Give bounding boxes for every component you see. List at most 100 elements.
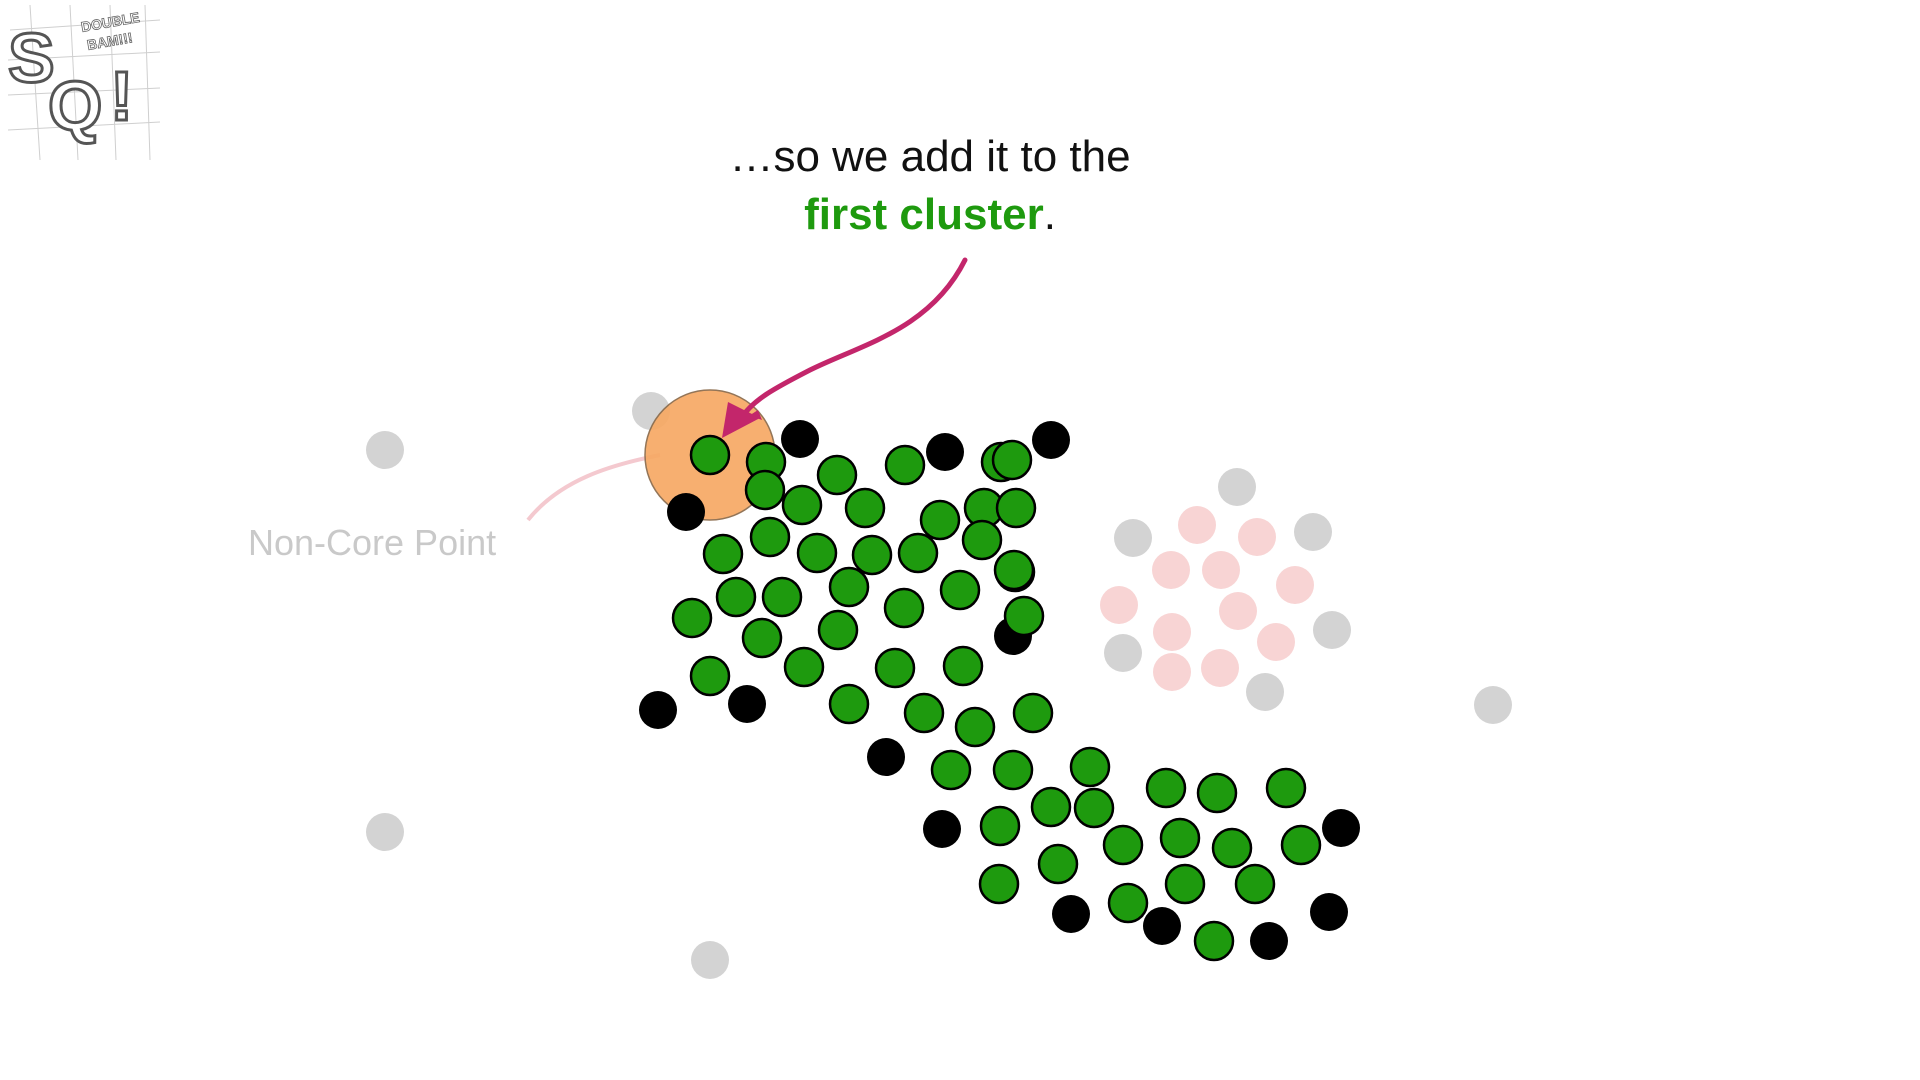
- logo-grid: [7, 4, 161, 161]
- cluster-point: [903, 692, 945, 734]
- black-point: [1250, 922, 1288, 960]
- faded-pink-point: [1153, 653, 1191, 691]
- cluster-point: [884, 444, 926, 486]
- cluster-point: [828, 566, 870, 608]
- cluster-point: [978, 863, 1020, 905]
- cluster-point: [942, 645, 984, 687]
- black-point: [728, 685, 766, 723]
- faded-gray-point: [1246, 673, 1284, 711]
- cluster-point: [961, 519, 1003, 561]
- non-core-point-label: Non-Core Point: [248, 522, 497, 563]
- black-point: [781, 420, 819, 458]
- logo-exclamation: !: [110, 57, 133, 135]
- caption-line-1: …so we add it to the: [560, 132, 1300, 182]
- pointer-arrow: [722, 257, 968, 438]
- logo-double-bam: DOUBLE: [80, 9, 141, 35]
- cluster-point: [993, 549, 1035, 591]
- cluster-point: [689, 434, 731, 476]
- cluster-point: [1280, 824, 1322, 866]
- cluster-point: [1196, 772, 1238, 814]
- cluster-point: [1073, 787, 1115, 829]
- cluster-point: [1145, 767, 1187, 809]
- faded-pink-point: [1257, 623, 1295, 661]
- logo-letter-s: S: [8, 19, 55, 97]
- black-point: [639, 691, 677, 729]
- cluster-point: [1265, 767, 1307, 809]
- black-point: [667, 493, 705, 531]
- black-point: [1143, 907, 1181, 945]
- faded-pink-point: [1152, 551, 1190, 589]
- faded-pink-point: [1178, 506, 1216, 544]
- cluster-point: [781, 484, 823, 526]
- cluster-point: [828, 683, 870, 725]
- faded-gray-point: [1313, 611, 1351, 649]
- cluster-point: [741, 617, 783, 659]
- cluster-point: [816, 454, 858, 496]
- black-point: [923, 810, 961, 848]
- faded-gray-point: [1474, 686, 1512, 724]
- faded-pink-point: [1100, 586, 1138, 624]
- faded-gray-point: [1294, 513, 1332, 551]
- non-core-pointer-line: [526, 453, 661, 522]
- black-point: [867, 738, 905, 776]
- cluster-point: [761, 576, 803, 618]
- black-point: [1032, 421, 1070, 459]
- faded-pink-point: [1276, 566, 1314, 604]
- caption-line-2: first cluster.: [560, 190, 1300, 240]
- faded-pink-point: [1202, 551, 1240, 589]
- arrow-shaft: [737, 257, 968, 423]
- faded-gray-point: [366, 813, 404, 851]
- cluster-point: [1037, 843, 1079, 885]
- cluster-point: [1003, 595, 1045, 637]
- cluster-point: [1107, 882, 1149, 924]
- faded-points-layer: [366, 392, 1512, 979]
- cluster-point: [919, 499, 961, 541]
- cluster-points-layer: [639, 420, 1360, 962]
- cluster-point: [954, 706, 996, 748]
- cluster-point: [883, 587, 925, 629]
- faded-pink-point: [1153, 613, 1191, 651]
- cluster-point: [1234, 863, 1276, 905]
- statquest-logo: S Q ! DOUBLE BAM!!!: [7, 4, 161, 161]
- cluster-point: [783, 646, 825, 688]
- cluster-point: [744, 469, 786, 511]
- cluster-point: [995, 487, 1037, 529]
- cluster-point: [796, 532, 838, 574]
- faded-pink-point: [1219, 592, 1257, 630]
- cluster-point: [817, 609, 859, 651]
- cluster-point: [671, 597, 713, 639]
- caption-text: …so we add it to the: [729, 132, 1131, 181]
- faded-gray-point: [366, 431, 404, 469]
- faded-pink-point: [1238, 518, 1276, 556]
- cluster-point: [939, 569, 981, 611]
- cluster-point: [930, 749, 972, 791]
- cluster-point: [874, 647, 916, 689]
- logo-letter-q: Q: [48, 67, 102, 145]
- black-point: [926, 433, 964, 471]
- cluster-point: [1069, 746, 1111, 788]
- cluster-point: [689, 655, 731, 697]
- cluster-point: [1102, 824, 1144, 866]
- arrow-tip: [722, 402, 760, 438]
- cluster-point: [1211, 827, 1253, 869]
- cluster-point: [1030, 786, 1072, 828]
- faded-gray-point: [691, 941, 729, 979]
- cluster-point: [979, 805, 1021, 847]
- cluster-point: [844, 487, 886, 529]
- cluster-point: [897, 532, 939, 574]
- black-point: [1322, 809, 1360, 847]
- cluster-point: [1193, 920, 1235, 962]
- cluster-point: [702, 533, 744, 575]
- cluster-point: [992, 749, 1034, 791]
- cluster-point: [851, 534, 893, 576]
- cluster-point: [1012, 692, 1054, 734]
- caption-period: .: [1043, 190, 1056, 239]
- cluster-point: [1164, 863, 1206, 905]
- faded-gray-point: [1114, 519, 1152, 557]
- cluster-point: [749, 516, 791, 558]
- faded-gray-point: [1218, 468, 1256, 506]
- black-point: [1052, 895, 1090, 933]
- black-point: [1310, 893, 1348, 931]
- cluster-point: [991, 439, 1033, 481]
